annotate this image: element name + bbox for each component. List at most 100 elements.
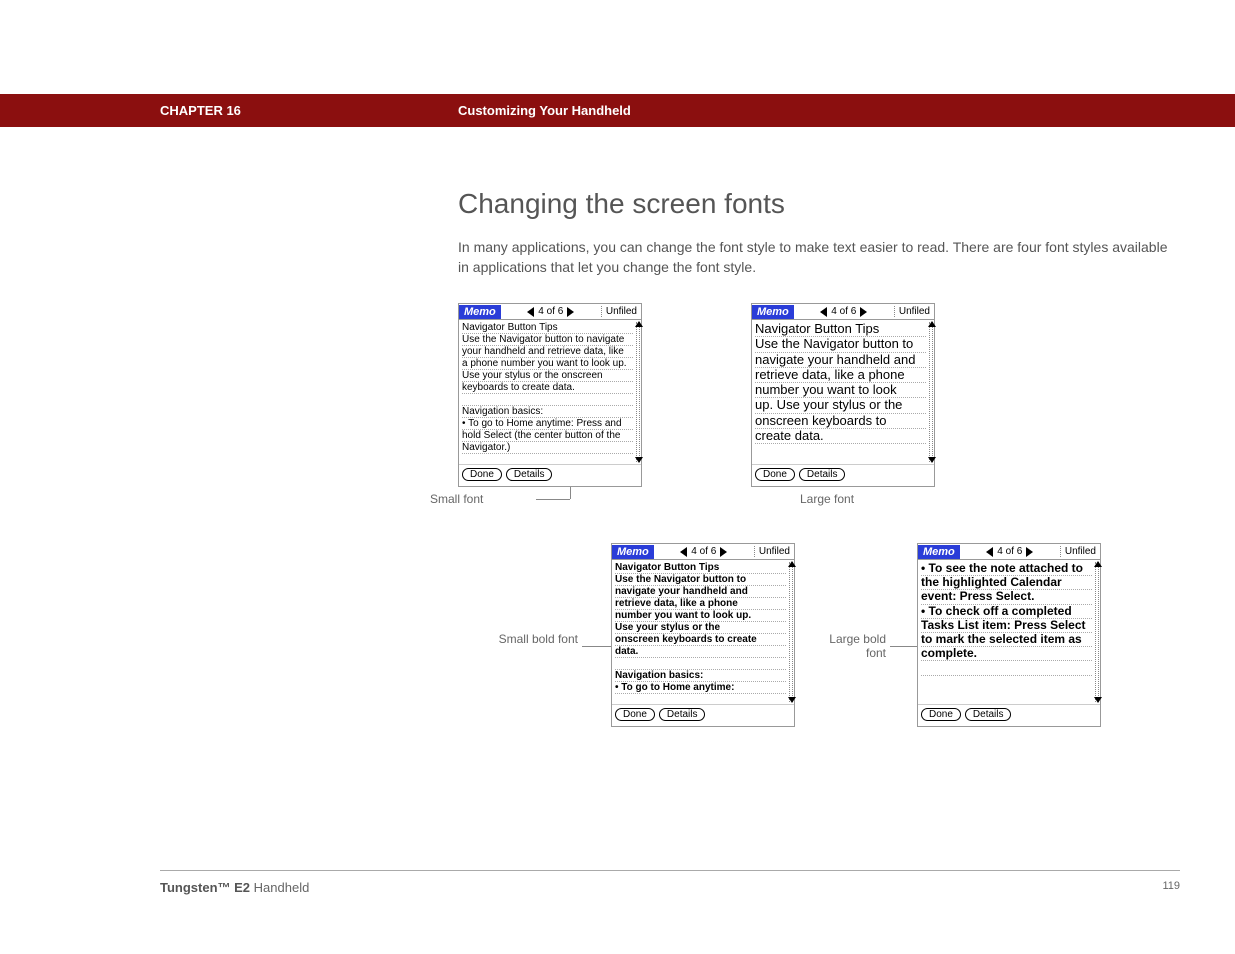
memo-text-line: create data. [755, 429, 926, 444]
memo-text-line: Navigator Button Tips [462, 322, 633, 334]
connector-line [890, 646, 917, 647]
memo-titlebar: Memo 4 of 6 Unfiled [918, 544, 1100, 560]
memo-text-line: a phone number you want to look up. [462, 358, 633, 370]
caption-small-bold: Small bold font [498, 632, 578, 646]
memo-footer: Done Details [459, 464, 641, 484]
memo-titlebar: Memo 4 of 6 Unfiled [752, 304, 934, 320]
caption-large-bold: Large bold font [806, 632, 886, 660]
memo-text-line [462, 394, 633, 406]
memo-text-line: Navigator Button Tips [755, 322, 926, 337]
chapter-header-bar: CHAPTER 16 Customizing Your Handheld [0, 94, 1235, 127]
memo-text-line: Navigator Button Tips [615, 562, 786, 574]
scrollbar[interactable] [789, 562, 793, 702]
memo-text-line: retrieve data, like a phone [755, 368, 926, 383]
chapter-subtitle: Customizing Your Handheld [458, 103, 631, 118]
memo-text-line: to mark the selected item as [921, 633, 1092, 647]
memo-record-nav[interactable]: 4 of 6 [794, 306, 894, 317]
memo-footer: Done Details [612, 704, 794, 724]
footer-rule [160, 870, 1180, 871]
memo-text-line: up. Use your stylus or the [755, 398, 926, 413]
memo-text-line: your handheld and retrieve data, like [462, 346, 633, 358]
record-counter: 4 of 6 [997, 546, 1022, 557]
record-counter: 4 of 6 [691, 546, 716, 557]
memo-text-line: onscreen keyboards to [755, 414, 926, 429]
memo-small-font: Memo 4 of 6 Unfiled Navigator Button Tip… [458, 303, 642, 487]
memo-text-line: Navigator.) [462, 442, 633, 454]
page-heading: Changing the screen fonts [458, 188, 785, 220]
scrollbar[interactable] [1095, 562, 1099, 702]
memo-footer: Done Details [752, 464, 934, 484]
memo-text-line: • To go to Home anytime: [615, 682, 786, 694]
memo-titlebar: Memo 4 of 6 Unfiled [459, 304, 641, 320]
memo-text-line: hold Select (the center button of the [462, 430, 633, 442]
memo-text-line: • To go to Home anytime: Press and [462, 418, 633, 430]
memo-text-line: Navigation basics: [615, 670, 786, 682]
memo-text-line: keyboards to create data. [462, 382, 633, 394]
scrollbar[interactable] [636, 322, 640, 462]
done-button[interactable]: Done [462, 468, 502, 481]
memo-titlebar: Memo 4 of 6 Unfiled [612, 544, 794, 560]
category-selector[interactable]: Unfiled [894, 306, 934, 317]
next-icon[interactable] [720, 547, 727, 557]
memo-content-area: Navigator Button TipsUse the Navigator b… [752, 320, 934, 464]
prev-icon[interactable] [986, 547, 993, 557]
details-button[interactable]: Details [659, 708, 706, 721]
memo-text-line: Navigation basics: [462, 406, 633, 418]
footer-product-bold: Tungsten™ E2 [160, 880, 250, 895]
connector-line [582, 646, 611, 647]
memo-text-line: number you want to look up. [615, 610, 786, 622]
connector-line [570, 487, 571, 499]
memo-app-label: Memo [612, 545, 654, 559]
done-button[interactable]: Done [921, 708, 961, 721]
prev-icon[interactable] [820, 307, 827, 317]
memo-text-line [921, 661, 1092, 675]
memo-record-nav[interactable]: 4 of 6 [654, 546, 754, 557]
next-icon[interactable] [860, 307, 867, 317]
prev-icon[interactable] [680, 547, 687, 557]
next-icon[interactable] [567, 307, 574, 317]
memo-small-bold-font: Memo 4 of 6 Unfiled Navigator Button Tip… [611, 543, 795, 727]
memo-content-area: • To see the note attached tothe highlig… [918, 560, 1100, 704]
memo-text-line: Use the Navigator button to [755, 337, 926, 352]
category-selector[interactable]: Unfiled [754, 546, 794, 557]
memo-text-line: • To see the note attached to [921, 562, 1092, 576]
caption-small-font: Small font [430, 492, 530, 506]
body-paragraph: In many applications, you can change the… [458, 237, 1178, 278]
memo-record-nav[interactable]: 4 of 6 [960, 546, 1060, 557]
done-button[interactable]: Done [615, 708, 655, 721]
memo-app-label: Memo [752, 305, 794, 319]
scrollbar[interactable] [929, 322, 933, 462]
next-icon[interactable] [1026, 547, 1033, 557]
memo-text-line: data. [615, 646, 786, 658]
memo-text-line: Use the Navigator button to [615, 574, 786, 586]
prev-icon[interactable] [527, 307, 534, 317]
record-counter: 4 of 6 [538, 306, 563, 317]
footer-product: Tungsten™ E2 Handheld [160, 880, 309, 895]
memo-record-nav[interactable]: 4 of 6 [501, 306, 601, 317]
memo-text-line: • To check off a completed [921, 605, 1092, 619]
memo-text-line: Use your stylus or the [615, 622, 786, 634]
memo-text-line: number you want to look [755, 383, 926, 398]
details-button[interactable]: Details [506, 468, 553, 481]
memo-app-label: Memo [459, 305, 501, 319]
footer-product-rest: Handheld [250, 880, 309, 895]
memo-app-label: Memo [918, 545, 960, 559]
caption-large-font: Large font [800, 492, 920, 506]
memo-text-line: navigate your handheld and [755, 353, 926, 368]
details-button[interactable]: Details [799, 468, 846, 481]
memo-large-font: Memo 4 of 6 Unfiled Navigator Button Tip… [751, 303, 935, 487]
memo-text-line: Use your stylus or the onscreen [462, 370, 633, 382]
category-selector[interactable]: Unfiled [1060, 546, 1100, 557]
memo-content-area: Navigator Button TipsUse the Navigator b… [459, 320, 641, 464]
memo-content-area: Navigator Button TipsUse the Navigator b… [612, 560, 794, 704]
connector-line [536, 499, 570, 500]
memo-text-line: navigate your handheld and [615, 586, 786, 598]
memo-text-line: complete. [921, 647, 1092, 661]
details-button[interactable]: Details [965, 708, 1012, 721]
done-button[interactable]: Done [755, 468, 795, 481]
memo-text-line: retrieve data, like a phone [615, 598, 786, 610]
category-selector[interactable]: Unfiled [601, 306, 641, 317]
memo-text-line: the highlighted Calendar [921, 576, 1092, 590]
record-counter: 4 of 6 [831, 306, 856, 317]
memo-large-bold-font: Memo 4 of 6 Unfiled • To see the note at… [917, 543, 1101, 727]
